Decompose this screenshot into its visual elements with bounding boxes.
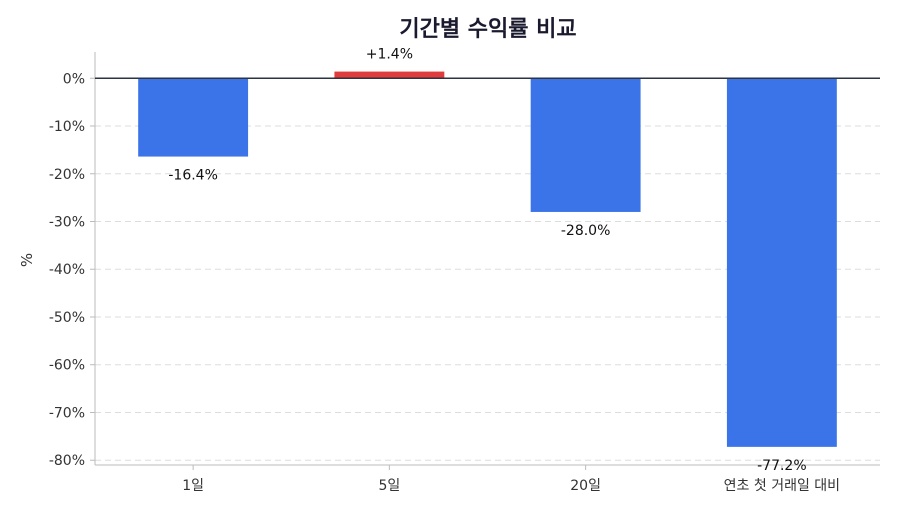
data-label: +1.4% — [366, 47, 413, 63]
x-tick-label: 1일 — [182, 478, 204, 494]
y-tick-label: -60% — [49, 358, 85, 374]
y-tick-label: -80% — [49, 453, 85, 469]
y-tick-label: -40% — [49, 262, 85, 278]
label-layer: -16.4% +1.4% -28.0% -77.2% — [168, 47, 806, 474]
data-label: -16.4% — [168, 168, 218, 184]
grid-layer — [95, 125, 880, 461]
x-tick-label: 연초 첫 거래일 대비 — [724, 478, 840, 494]
y-tick-label: -50% — [49, 310, 85, 326]
bar — [726, 78, 837, 447]
y-tick-label: -10% — [49, 119, 85, 135]
bar-layer — [95, 71, 880, 447]
data-label: -28.0% — [561, 223, 611, 239]
bar — [334, 71, 445, 79]
y-tick-label: -30% — [49, 214, 85, 230]
y-tick-label: 0% — [63, 71, 85, 87]
y-tick-label: -20% — [49, 167, 85, 183]
x-tick-label: 5일 — [378, 478, 400, 494]
bar — [138, 78, 249, 157]
x-tick-label: 20일 — [570, 478, 601, 494]
bar — [530, 78, 641, 212]
y-tick-label: -70% — [49, 405, 85, 421]
data-label: -77.2% — [757, 458, 807, 474]
y-axis-title: % — [18, 253, 36, 267]
chart-title: 기간별 수익률 비교 — [399, 17, 576, 42]
axis-layer: 0% -10% -20% -30% -40% -50% -60% -70% -80% 1일 5일 20… — [49, 52, 880, 494]
